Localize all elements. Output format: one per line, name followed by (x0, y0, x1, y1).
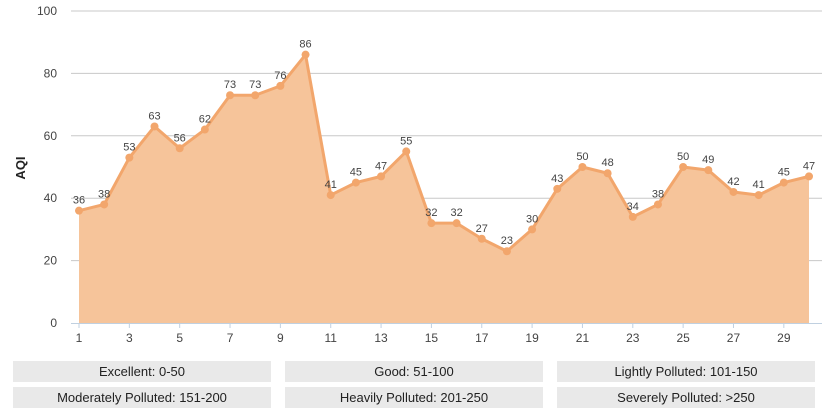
data-point (679, 163, 688, 171)
data-point (704, 166, 713, 175)
data-point (276, 81, 285, 90)
x-tick-label: 19 (525, 331, 539, 345)
data-point (779, 178, 788, 187)
legend-excellent: Excellent: 0-50 (13, 361, 271, 382)
data-point (653, 200, 662, 209)
data-label: 50 (677, 151, 689, 163)
data-label: 73 (249, 79, 261, 91)
data-point (326, 191, 335, 200)
legend-good: Good: 51-100 (285, 361, 543, 382)
legend-severely-polluted: Severely Polluted: >250 (557, 387, 815, 408)
data-label: 43 (551, 173, 563, 185)
y-tick-label: 100 (37, 4, 57, 18)
data-point (452, 219, 461, 228)
data-point (805, 172, 813, 181)
data-point (578, 163, 587, 171)
x-tick-label: 17 (475, 331, 489, 345)
y-tick-label: 80 (44, 66, 58, 80)
data-label: 38 (652, 188, 664, 200)
data-point (301, 50, 310, 59)
x-tick-label: 5 (176, 331, 183, 345)
data-points (75, 50, 813, 256)
data-point (502, 247, 511, 256)
x-tick-label: 7 (227, 331, 234, 345)
data-point (729, 187, 738, 196)
data-label: 34 (627, 201, 639, 213)
data-label: 32 (450, 207, 462, 219)
x-tick-label: 15 (425, 331, 439, 345)
x-tick-label: 25 (676, 331, 690, 345)
data-label: 76 (274, 70, 286, 82)
aqi-area-chart: 0 20 40 60 80 100 1 3 5 7 9 11 13 15 17 19 21 23 25 27 29 36… (13, 4, 822, 345)
x-tick-label: 27 (727, 331, 741, 345)
data-label: 50 (576, 151, 588, 163)
x-tick-label: 13 (374, 331, 388, 345)
data-label: 53 (123, 142, 135, 154)
y-tick-label: 60 (44, 129, 58, 143)
data-label: 47 (375, 160, 387, 172)
data-point (125, 153, 134, 162)
data-label: 45 (350, 167, 362, 179)
x-tick-label: 3 (126, 331, 133, 345)
data-label: 49 (702, 154, 714, 166)
data-point (200, 125, 209, 134)
data-label: 86 (299, 39, 311, 51)
legend-moderately-polluted: Moderately Polluted: 151-200 (13, 387, 271, 408)
data-point (402, 147, 411, 156)
data-label: 73 (224, 79, 236, 91)
legend-lightly-polluted: Lightly Polluted: 101-150 (557, 361, 815, 382)
data-point (251, 91, 260, 100)
data-label: 55 (400, 135, 412, 147)
data-point (427, 219, 436, 228)
data-label: 48 (601, 157, 613, 169)
data-point (75, 206, 83, 215)
y-tick-label: 20 (44, 254, 58, 268)
data-label: 47 (803, 160, 815, 172)
series-area-fill (79, 54, 809, 324)
data-label: 56 (174, 132, 186, 144)
x-tick-label: 29 (777, 331, 791, 345)
x-tick-label: 9 (277, 331, 284, 345)
area-layer (78, 53, 810, 324)
x-tick-label: 1 (76, 331, 83, 345)
series-line (78, 53, 810, 253)
data-point (150, 122, 159, 131)
data-label: 62 (199, 114, 211, 126)
data-point (226, 91, 235, 100)
x-tick-label: 11 (324, 331, 337, 345)
aqi-legend: Excellent: 0-50 Good: 51-100 Lightly Pol… (13, 361, 816, 408)
data-point (553, 184, 562, 193)
data-label: 32 (425, 207, 437, 219)
data-point (377, 172, 386, 181)
data-labels: 36 38 53 63 56 62 73 73 76 86 41 45 47 55 32 32 27 23 30 43… (73, 39, 815, 248)
data-label: 27 (476, 223, 488, 235)
data-point (175, 144, 184, 153)
data-label: 38 (98, 188, 110, 200)
data-point (754, 191, 763, 200)
data-point (628, 212, 637, 221)
y-tick-label: 40 (44, 191, 58, 205)
data-label: 30 (526, 213, 538, 225)
data-point (100, 200, 109, 209)
data-label: 63 (148, 110, 160, 122)
data-label: 45 (778, 167, 790, 179)
data-point (351, 178, 360, 187)
data-label: 23 (501, 235, 513, 247)
data-label: 36 (73, 195, 85, 207)
y-tick-label: 0 (50, 316, 57, 330)
data-point (528, 225, 537, 234)
x-tick-label: 23 (626, 331, 640, 345)
y-axis-title: AQI (13, 156, 28, 179)
legend-heavily-polluted: Heavily Polluted: 201-250 (285, 387, 543, 408)
data-label: 41 (753, 179, 765, 191)
data-point (603, 169, 612, 178)
data-label: 42 (727, 176, 739, 188)
data-point (477, 234, 486, 243)
x-tick-label: 21 (576, 331, 590, 345)
data-label: 41 (325, 179, 337, 191)
